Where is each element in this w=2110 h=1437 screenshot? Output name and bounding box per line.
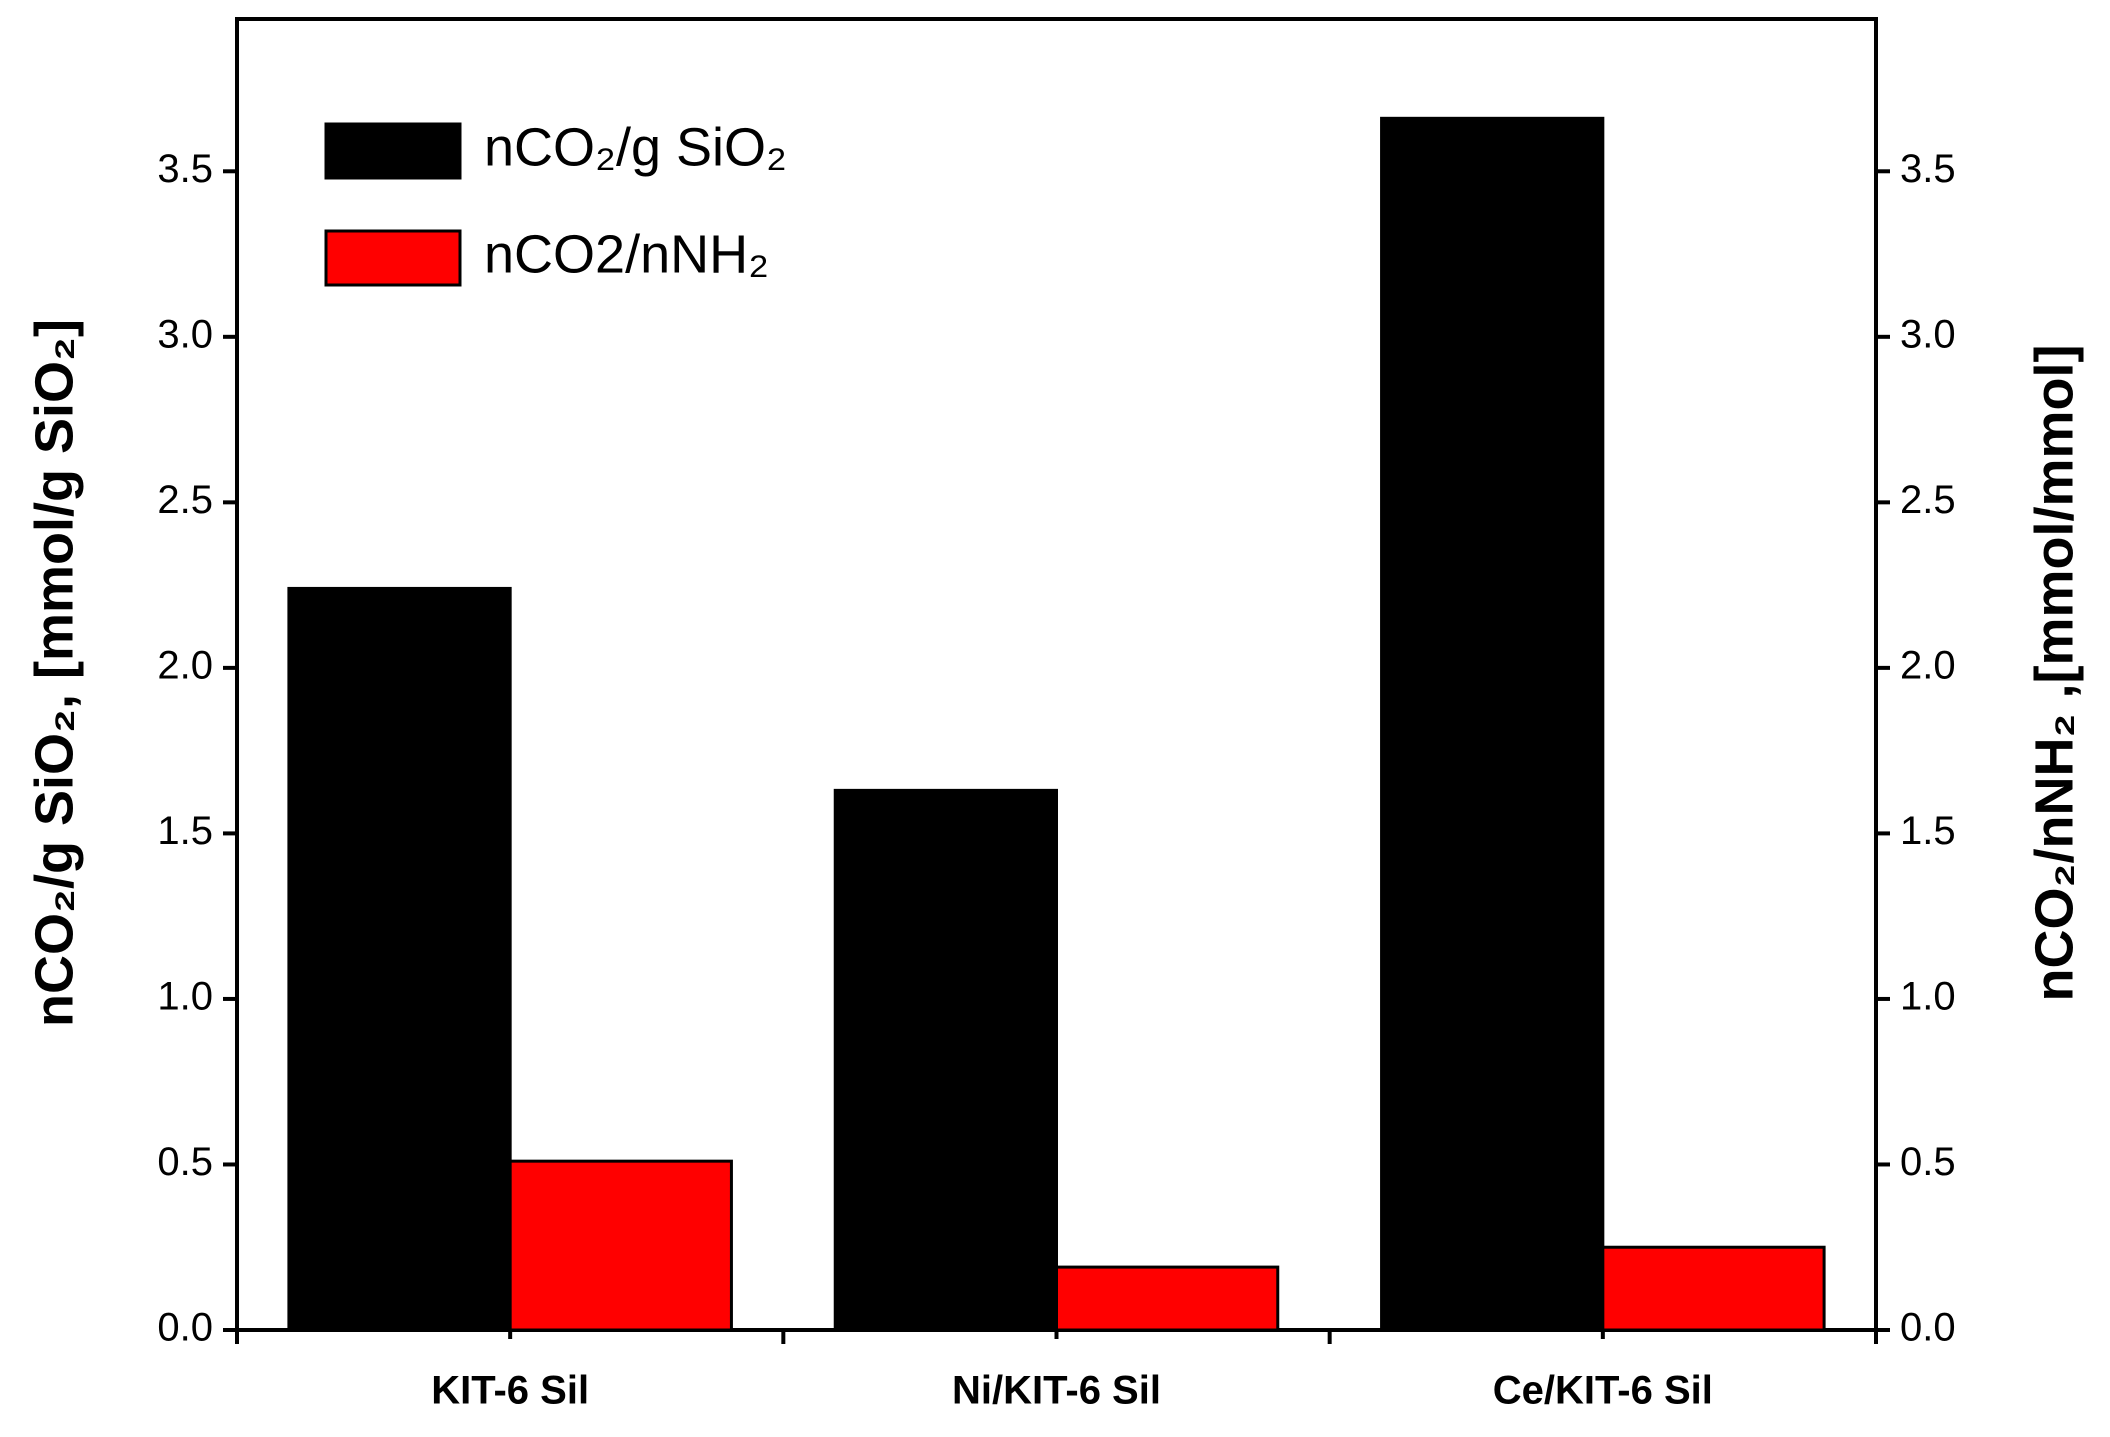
legend-swatch: [324, 122, 462, 180]
y2-tick-label: 0.0: [1900, 1306, 1956, 1350]
y-tick-label: 2.0: [157, 643, 213, 687]
bar: [508, 1159, 733, 1332]
y-tick-label: 1.5: [157, 809, 213, 853]
bar: [1055, 1265, 1280, 1332]
y2-tick-label: 3.0: [1900, 312, 1956, 356]
legend-label: nCO2/nNH₂: [484, 224, 769, 284]
y-tick-label: 2.5: [157, 478, 213, 522]
y-tick-label: 0.0: [157, 1306, 213, 1350]
y-tick-label: 0.5: [157, 1140, 213, 1184]
y-tick-label: 3.5: [157, 147, 213, 191]
y2-tick-label: 2.5: [1900, 478, 1956, 522]
bar: [833, 788, 1058, 1332]
bar: [1380, 116, 1605, 1332]
y2-tick-label: 2.0: [1900, 643, 1956, 687]
y2-tick-label: 3.5: [1900, 147, 1956, 191]
y2-tick-label: 1.0: [1900, 975, 1956, 1019]
y-tick-label: 3.0: [157, 312, 213, 356]
legend-label: nCO₂/g SiO₂: [484, 117, 787, 177]
y2-tick-label: 1.5: [1900, 809, 1956, 853]
x-tick-label: KIT-6 Sil: [431, 1369, 589, 1413]
y2-tick-label: 0.5: [1900, 1140, 1956, 1184]
x-tick-label: Ce/KIT-6 Sil: [1493, 1369, 1713, 1413]
y-axis-title: nCO₂/g SiO₂, [mmol/g SiO₂]: [24, 319, 84, 1027]
y2-axis-title: nCO₂/nNH₂ ,[mmol/mmol]: [2024, 345, 2084, 1002]
bar: [287, 586, 512, 1332]
y-tick-label: 1.0: [157, 975, 213, 1019]
bar: [1601, 1245, 1826, 1332]
legend-swatch: [324, 229, 462, 287]
x-tick-label: Ni/KIT-6 Sil: [952, 1369, 1161, 1413]
